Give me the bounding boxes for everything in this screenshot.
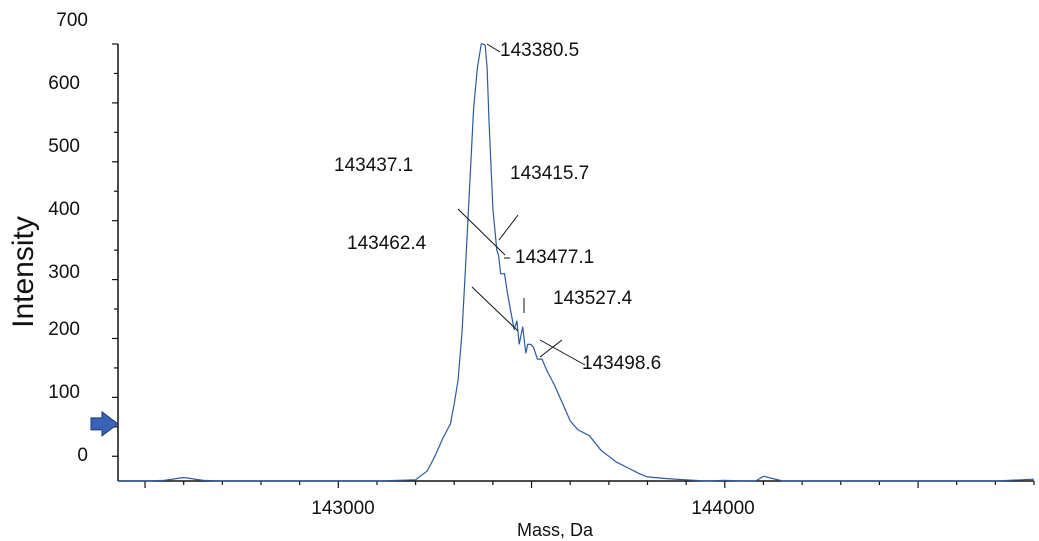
leader-line-143437 <box>457 208 506 256</box>
y-tick-label-600: 600 <box>48 73 80 94</box>
annotation-143527-4: 143527.4 <box>553 288 633 309</box>
x-tick-label-144000: 144000 <box>691 498 754 519</box>
y-tick-label-100: 100 <box>48 382 80 403</box>
annotation-143498-6: 143498.6 <box>582 353 661 374</box>
x-axis-label: Mass, Da <box>517 520 594 540</box>
y-tick-label-300: 300 <box>48 262 80 283</box>
leader-line-143415 <box>498 214 519 241</box>
y-tick-label-500: 500 <box>48 136 80 157</box>
annotation-143477-1: 143477.1 <box>515 247 594 268</box>
x-tick-label-143000: 143000 <box>311 498 374 519</box>
annotation-143415-7: 143415.7 <box>510 163 589 184</box>
y-axis-label: Intensity <box>7 216 40 328</box>
y-tick-label-400: 400 <box>48 199 80 220</box>
leader-line-143498-b <box>539 339 563 358</box>
leader-line-143380 <box>486 43 501 53</box>
annotation-143380-5: 143380.5 <box>500 40 579 61</box>
blue-arrow-marker <box>90 410 119 437</box>
x-tick-group <box>144 481 1035 488</box>
y-tick-group <box>112 43 118 457</box>
leader-line-143462 <box>471 286 519 332</box>
spectrum-line <box>118 43 1035 482</box>
annotation-143462-4: 143462.4 <box>347 233 427 254</box>
annotation-143437-1: 143437.1 <box>334 155 413 176</box>
y-tick-label-700: 700 <box>56 10 88 31</box>
y-tick-label-0: 0 <box>77 445 88 466</box>
leader-line-143498 <box>539 339 586 366</box>
y-tick-label-200: 200 <box>48 319 80 340</box>
